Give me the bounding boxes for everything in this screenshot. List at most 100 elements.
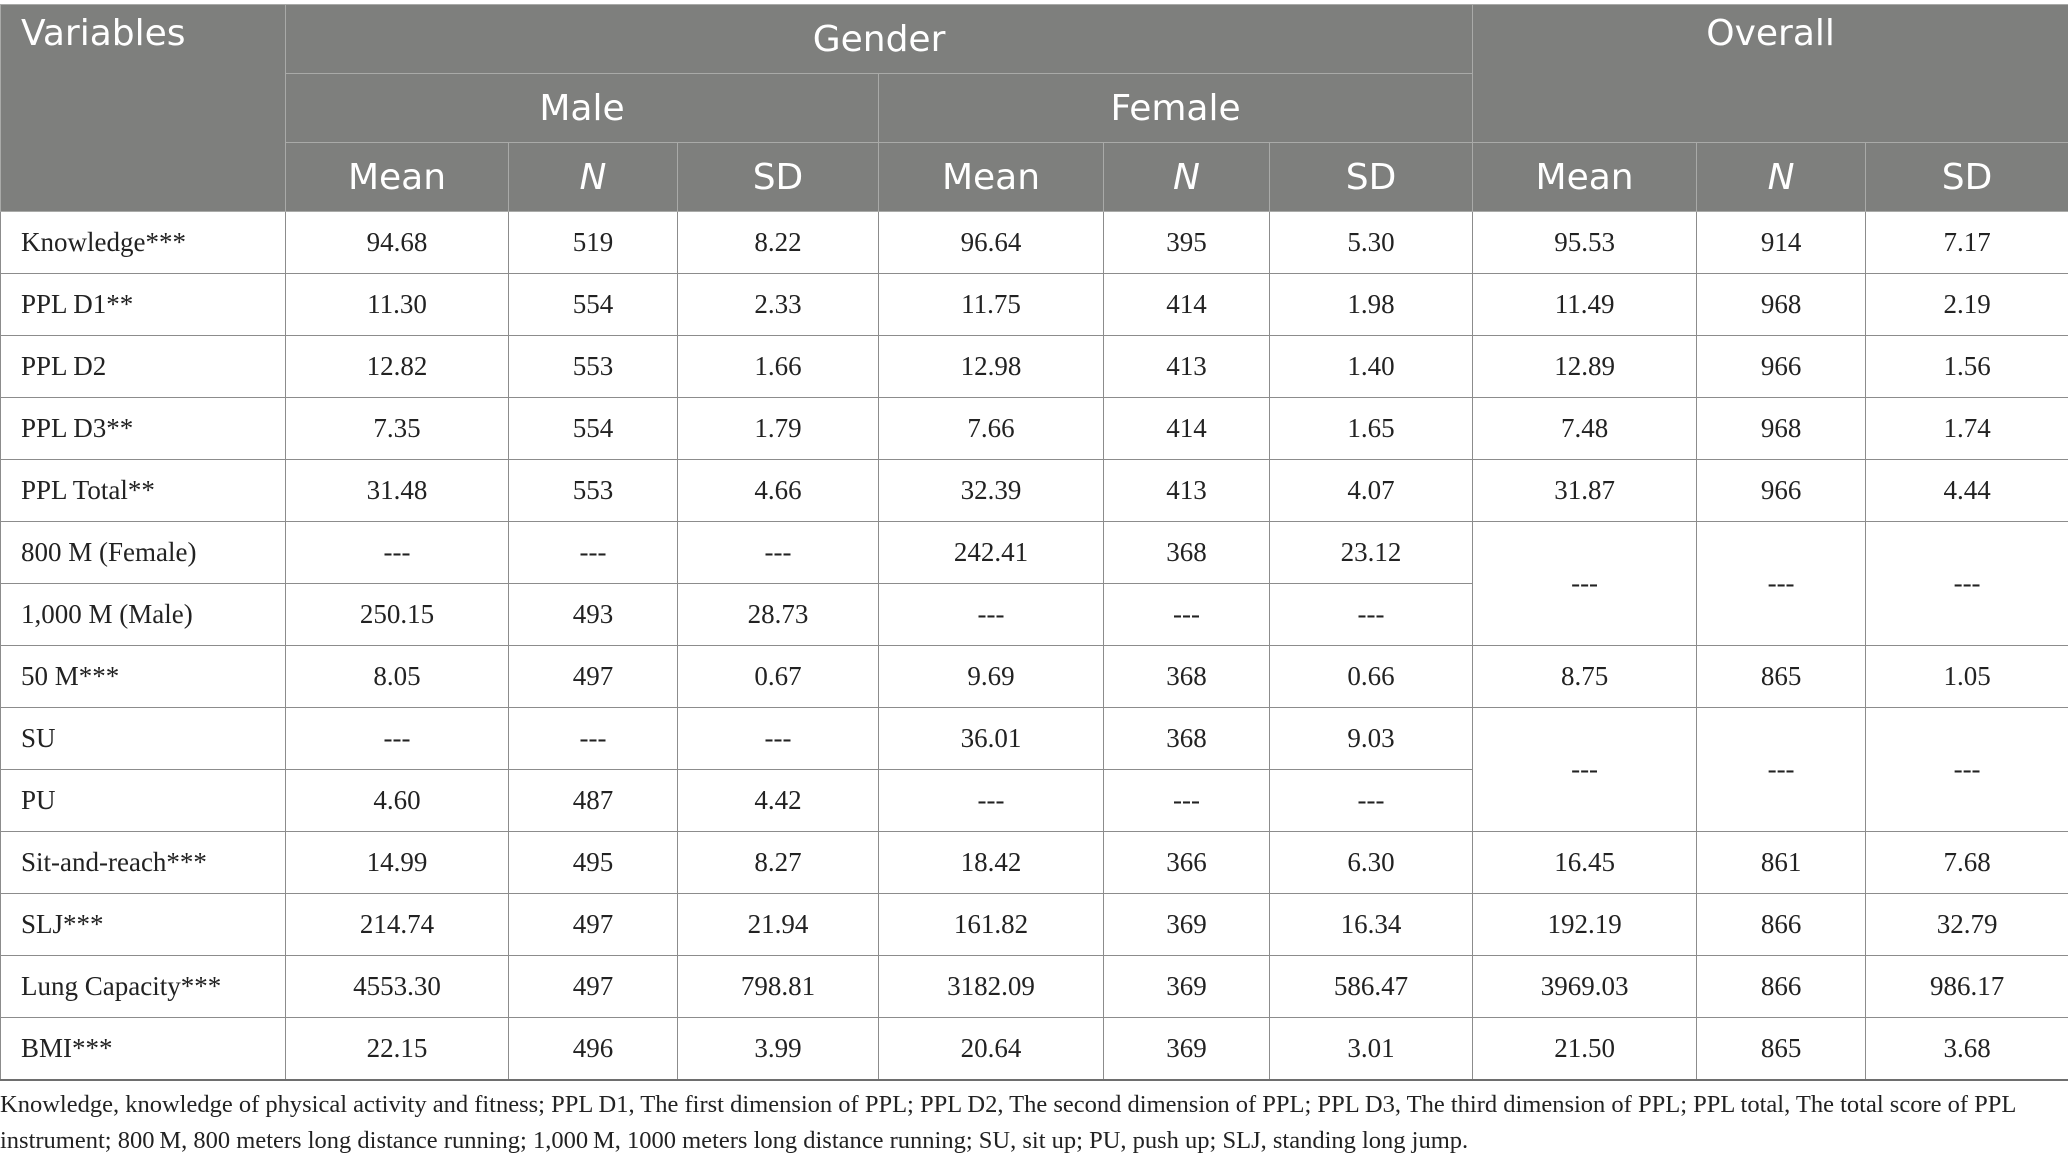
female-mean-cell: --- bbox=[878, 769, 1104, 832]
male-mean-cell: 8.05 bbox=[285, 645, 509, 708]
male-mean-cell: 4.60 bbox=[285, 769, 509, 832]
female-n-cell: 366 bbox=[1103, 831, 1270, 894]
row-label: PPL D1** bbox=[0, 273, 286, 336]
female-mean-header: Mean bbox=[878, 142, 1104, 212]
female-n-cell: 413 bbox=[1103, 459, 1270, 522]
male-sd-cell: 8.22 bbox=[677, 211, 879, 274]
table-row: Knowledge*** 94.68 519 8.22 96.64 395 5.… bbox=[0, 211, 2068, 274]
female-sd-cell: 5.30 bbox=[1268, 211, 1474, 274]
overall-mean-cell: --- bbox=[1472, 521, 1698, 646]
overall-sd-header: SD bbox=[1865, 142, 2068, 212]
row-label: 50 M*** bbox=[0, 645, 286, 708]
table-row: PPL Total** 31.48 553 4.66 32.39 413 4.0… bbox=[0, 459, 2068, 522]
male-mean-cell: 12.82 bbox=[285, 335, 509, 398]
male-sd-cell: 8.27 bbox=[677, 831, 879, 894]
overall-n-cell: 866 bbox=[1696, 955, 1867, 1018]
male-mean-header: Mean bbox=[285, 142, 509, 212]
female-mean-cell: 36.01 bbox=[878, 707, 1104, 770]
overall-n-cell: 865 bbox=[1696, 1017, 1867, 1081]
male-sd-cell: 4.66 bbox=[677, 459, 879, 522]
female-n-cell: 414 bbox=[1103, 273, 1270, 336]
female-n-cell: 369 bbox=[1103, 893, 1270, 956]
row-label: Knowledge*** bbox=[0, 211, 286, 274]
male-sd-cell: 0.67 bbox=[677, 645, 879, 708]
female-mean-cell: 11.75 bbox=[878, 273, 1104, 336]
overall-mean-cell: 8.75 bbox=[1472, 645, 1698, 708]
male-mean-cell: 11.30 bbox=[285, 273, 509, 336]
male-n-cell: 554 bbox=[508, 273, 678, 336]
female-n-cell: 369 bbox=[1103, 1017, 1270, 1081]
female-n-cell: 413 bbox=[1103, 335, 1270, 398]
female-sd-cell: 6.30 bbox=[1268, 831, 1474, 894]
row-label: PPL Total** bbox=[0, 459, 286, 522]
female-n-cell: 368 bbox=[1103, 645, 1270, 708]
row-label: SU bbox=[0, 707, 286, 770]
overall-sd-cell: 1.05 bbox=[1865, 645, 2068, 708]
overall-n-cell: 968 bbox=[1696, 397, 1867, 460]
female-sd-cell: 16.34 bbox=[1268, 893, 1474, 956]
male-sd-cell: 3.99 bbox=[677, 1017, 879, 1081]
female-mean-cell: 9.69 bbox=[878, 645, 1104, 708]
overall-sd-cell: 986.17 bbox=[1865, 955, 2068, 1018]
table-row: 1,000 M (Male) 250.15 493 28.73 --- --- … bbox=[0, 583, 2068, 646]
female-mean-cell: 161.82 bbox=[878, 893, 1104, 956]
header-row-1: Variables Gender Overall bbox=[0, 4, 2068, 212]
male-n-cell: 493 bbox=[508, 583, 678, 646]
variables-header: Variables bbox=[0, 4, 286, 212]
female-sd-cell: 23.12 bbox=[1268, 521, 1474, 584]
table-row: 50 M*** 8.05 497 0.67 9.69 368 0.66 8.75… bbox=[0, 645, 2068, 708]
male-mean-cell: 214.74 bbox=[285, 893, 509, 956]
male-mean-cell: 4553.30 bbox=[285, 955, 509, 1018]
female-sd-cell: 9.03 bbox=[1268, 707, 1474, 770]
table-row: SLJ*** 214.74 497 21.94 161.82 369 16.34… bbox=[0, 893, 2068, 956]
male-n-cell: 496 bbox=[508, 1017, 678, 1081]
overall-n-cell: 966 bbox=[1696, 459, 1867, 522]
female-sd-cell: 586.47 bbox=[1268, 955, 1474, 1018]
overall-n-cell: 966 bbox=[1696, 335, 1867, 398]
female-n-cell: 368 bbox=[1103, 521, 1270, 584]
female-mean-cell: 20.64 bbox=[878, 1017, 1104, 1081]
overall-sd-cell: --- bbox=[1865, 521, 2068, 646]
male-mean-cell: 14.99 bbox=[285, 831, 509, 894]
female-sd-header: SD bbox=[1268, 142, 1474, 212]
overall-n-cell: --- bbox=[1696, 707, 1867, 832]
table-body: Knowledge*** 94.68 519 8.22 96.64 395 5.… bbox=[0, 211, 2068, 1081]
female-mean-cell: --- bbox=[878, 583, 1104, 646]
table-row: PPL D3** 7.35 554 1.79 7.66 414 1.65 7.4… bbox=[0, 397, 2068, 460]
male-sd-cell: 2.33 bbox=[677, 273, 879, 336]
female-mean-cell: 12.98 bbox=[878, 335, 1104, 398]
overall-mean-cell: 16.45 bbox=[1472, 831, 1698, 894]
row-label: PPL D3** bbox=[0, 397, 286, 460]
table-header: Variables Gender Overall Male Female Mea… bbox=[0, 4, 2068, 212]
header-row-3: Mean N SD Mean N SD Mean N SD bbox=[1, 142, 2068, 212]
table-footnote: Knowledge, knowledge of physical activit… bbox=[0, 1091, 2016, 1154]
overall-n-cell: 968 bbox=[1696, 273, 1867, 336]
male-mean-cell: 250.15 bbox=[285, 583, 509, 646]
row-label: SLJ*** bbox=[0, 893, 286, 956]
overall-sd-cell: 3.68 bbox=[1865, 1017, 2068, 1081]
male-sd-cell: 28.73 bbox=[677, 583, 879, 646]
male-sd-cell: 21.94 bbox=[677, 893, 879, 956]
female-n-cell: 369 bbox=[1103, 955, 1270, 1018]
male-sd-cell: --- bbox=[677, 707, 879, 770]
female-n-cell: 395 bbox=[1103, 211, 1270, 274]
female-n-cell: --- bbox=[1103, 583, 1270, 646]
overall-mean-cell: 11.49 bbox=[1472, 273, 1698, 336]
male-mean-cell: --- bbox=[285, 521, 509, 584]
row-label: 1,000 M (Male) bbox=[0, 583, 286, 646]
female-n-cell: 368 bbox=[1103, 707, 1270, 770]
female-sd-cell: 4.07 bbox=[1268, 459, 1474, 522]
row-label: 800 M (Female) bbox=[0, 521, 286, 584]
table-row: SU --- --- --- 36.01 368 9.03 --- --- --… bbox=[0, 707, 2068, 832]
header-row-2: Male Female bbox=[1, 73, 2068, 143]
overall-n-header: N bbox=[1696, 142, 1867, 212]
row-label: Lung Capacity*** bbox=[0, 955, 286, 1018]
table-row: PPL D1** 11.30 554 2.33 11.75 414 1.98 1… bbox=[0, 273, 2068, 336]
overall-mean-cell: --- bbox=[1472, 707, 1698, 832]
overall-mean-cell: 31.87 bbox=[1472, 459, 1698, 522]
female-n-cell: --- bbox=[1103, 769, 1270, 832]
male-n-cell: 554 bbox=[508, 397, 678, 460]
table-row: PU 4.60 487 4.42 --- --- --- bbox=[0, 769, 2068, 832]
male-sd-header: SD bbox=[677, 142, 879, 212]
overall-sd-cell: 1.74 bbox=[1865, 397, 2068, 460]
